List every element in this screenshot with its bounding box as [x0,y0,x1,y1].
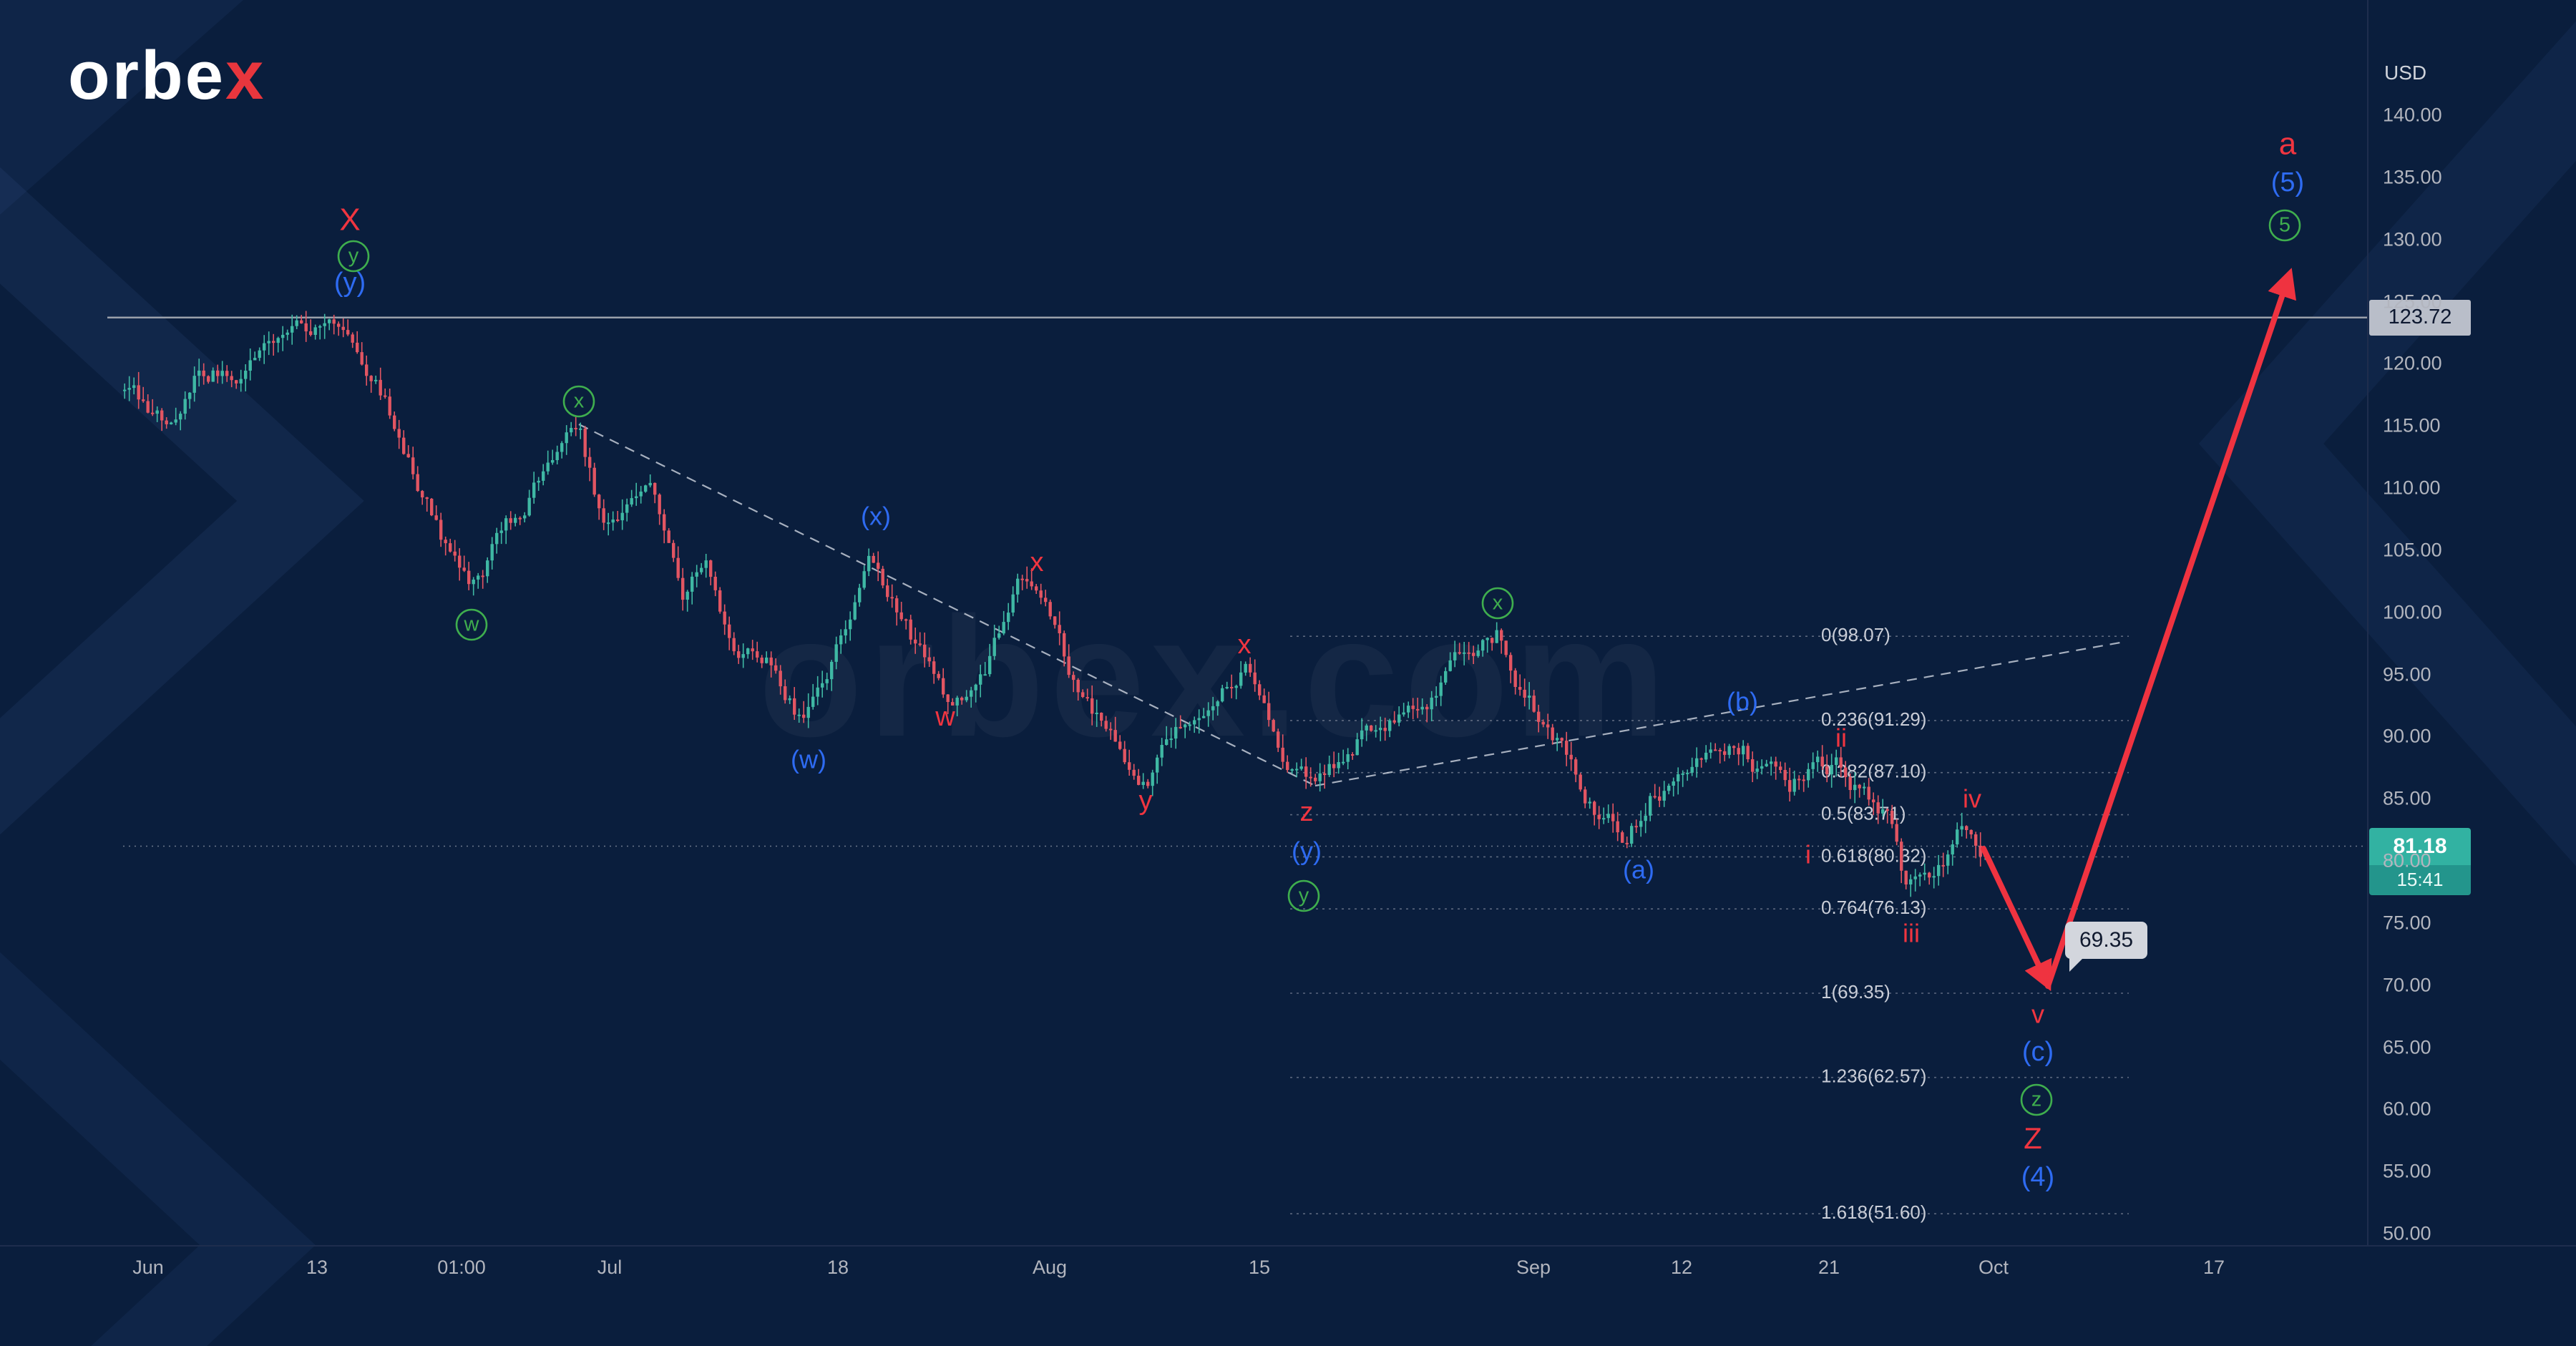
projection-arrow-down[interactable] [1981,846,2052,992]
wave-label-red-iii[interactable]: iii [1903,919,1920,948]
price-tick-130.00: 130.00 [2383,228,2442,250]
time-label-13: 13 [306,1257,328,1278]
svg-text:y: y [1299,884,1309,907]
fib-label[interactable]: 0(98.07) [1821,624,1890,645]
price-tick-60.00: 60.00 [2383,1098,2431,1120]
time-label-Oct: Oct [1978,1257,2009,1278]
price-tick-90.00: 90.00 [2383,725,2431,747]
wave-label-red-X[interactable]: X [339,203,360,238]
time-label-17: 17 [2202,1257,2225,1278]
wave-label-red-ii[interactable]: ii [1835,723,1847,753]
logo-text-white: orbe [68,37,226,114]
fib-label[interactable]: 0.382(87.10) [1821,761,1926,782]
price-tick-75.00: 75.00 [2383,912,2431,934]
time-label-01:00: 01:00 [437,1257,486,1278]
wave-label-red-x[interactable]: x [1030,547,1044,577]
price-tick-140.00: 140.00 [2383,104,2442,126]
trendline[interactable] [1314,641,2121,787]
price-tick-80.00: 80.00 [2383,849,2431,872]
svg-text:x: x [574,390,585,413]
wave-label-red-x[interactable]: x [1238,630,1252,660]
svg-text:w: w [464,613,480,636]
wave-label-circled-w[interactable]: w [455,608,488,641]
price-tick-70.00: 70.00 [2383,974,2431,996]
time-label-18: 18 [826,1257,849,1278]
price-tick-95.00: 95.00 [2383,663,2431,685]
price-tick-105.00: 105.00 [2383,539,2442,561]
svg-text:5: 5 [2279,214,2290,237]
wave-label-blue-(a)[interactable]: (a) [1623,855,1654,884]
price-tick-50.00: 50.00 [2383,1222,2431,1244]
svg-text:x: x [1493,592,1503,615]
time-label-Aug: Aug [1032,1257,1068,1278]
currency-label: USD [2384,62,2427,84]
time-label-12: 12 [1670,1257,1693,1278]
wave-label-red-iv[interactable]: iv [1963,784,1981,814]
price-tick-85.00: 85.00 [2383,787,2431,809]
wave-label-red-a[interactable]: a [2279,127,2297,162]
wave-label-red-y[interactable]: y [1139,786,1153,816]
candlestick-series[interactable] [123,311,1987,897]
price-tick-125.00: 125.00 [2383,291,2442,312]
fib-label[interactable]: 1(69.35) [1821,981,1890,1003]
fib-label[interactable]: 0.764(76.13) [1821,897,1926,918]
fib-label[interactable]: 1.618(51.60) [1821,1201,1926,1223]
wave-label-circled-5[interactable]: 5 [2268,209,2301,242]
price-tick-100.00: 100.00 [2383,601,2442,623]
decor-chevron [0,167,364,835]
current-time-tag: 15:41 [2369,864,2471,895]
wave-label-red-i[interactable]: i [1805,840,1811,869]
projection-arrow-up[interactable] [2045,268,2297,989]
wave-label-blue-(w)[interactable]: (w) [791,745,826,774]
time-axis-separator [0,1245,2576,1247]
price-tick-135.00: 135.00 [2383,166,2442,188]
logo-text-red: x [225,37,266,114]
horizontal-line-price-tag: 123.72 [2369,299,2471,336]
wave-label-red-Z[interactable]: Z [2024,1121,2042,1155]
time-label-Jul: Jul [597,1257,623,1278]
wave-label-circled-z[interactable]: z [2020,1083,2053,1116]
wave-label-blue-(y)[interactable]: (y) [1292,837,1322,866]
fib-label[interactable]: 1.236(62.57) [1821,1065,1926,1087]
price-tick-55.00: 55.00 [2383,1160,2431,1182]
wave-label-red-z[interactable]: z [1300,797,1314,827]
price-axis-separator [2367,0,2368,1245]
wave-label-blue-(c)[interactable]: (c) [2022,1037,2054,1067]
decor-wedge [0,0,243,215]
price-tick-115.00: 115.00 [2383,414,2441,437]
wave-label-blue-(b)[interactable]: (b) [1727,687,1758,716]
price-tick-65.00: 65.00 [2383,1036,2431,1058]
wave-label-blue-(y)[interactable]: (y) [334,268,366,298]
time-label-15: 15 [1248,1257,1271,1278]
current-price-tag: 81.18 [2369,827,2471,865]
wave-label-circled-x[interactable]: x [562,385,595,418]
fib-label[interactable]: 0.236(91.29) [1821,708,1926,730]
wave-label-blue-(x)[interactable]: (x) [861,502,891,531]
wave-label-blue-(5)[interactable]: (5) [2271,167,2304,197]
wave-label-circled-y[interactable]: y [337,240,370,273]
svg-text:z: z [2031,1088,2042,1111]
price-callout: 69.35 [2065,922,2148,972]
wave-label-blue-(4)[interactable]: (4) [2021,1162,2054,1192]
wave-label-circled-x[interactable]: x [1481,587,1514,620]
fib-label[interactable]: 0.618(80.32) [1821,844,1926,866]
price-callout-value: 69.35 [2079,928,2134,952]
decor-chevron [2198,21,2576,867]
time-label-Sep: Sep [1516,1257,1551,1278]
wave-label-red-w[interactable]: w [935,702,955,732]
time-label-21: 21 [1818,1257,1840,1278]
price-tick-120.00: 120.00 [2383,352,2442,374]
wave-label-circled-y[interactable]: y [1287,879,1320,912]
price-tick-110.00: 110.00 [2383,477,2441,499]
orbex-logo: orbex [68,42,265,110]
wave-label-red-v[interactable]: v [2031,1000,2044,1029]
svg-text:y: y [348,245,359,268]
time-label-Jun: Jun [132,1257,164,1278]
